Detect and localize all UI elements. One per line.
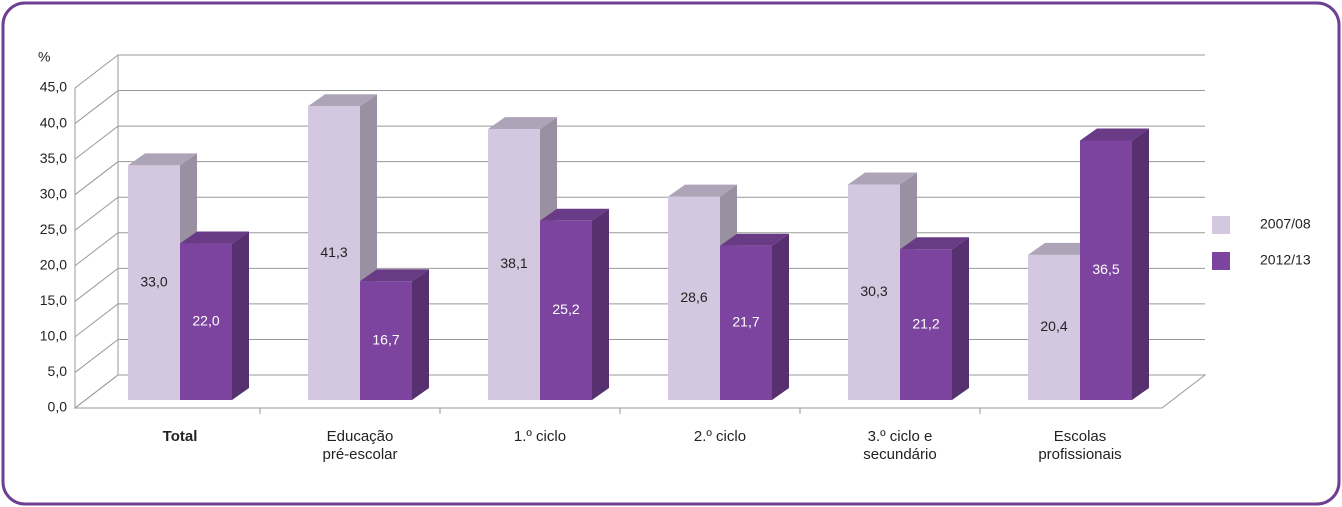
bar — [180, 231, 249, 400]
bar-side — [952, 237, 969, 400]
value-label: 33,0 — [140, 273, 167, 289]
y-axis-label: % — [38, 49, 50, 65]
value-label: 21,2 — [912, 315, 939, 331]
x-tick-label: Educação pré-escolar — [322, 428, 397, 463]
y-tick-label: 10,0 — [40, 328, 67, 344]
legend-swatch — [1212, 216, 1230, 234]
grid-line — [74, 232, 1205, 267]
bar — [360, 269, 429, 400]
x-tick-label: Escolas profissionais — [1038, 428, 1121, 463]
bar-front — [848, 184, 900, 400]
value-label: 22,0 — [192, 312, 219, 328]
legend-label: 2012/13 — [1260, 252, 1311, 268]
bar-top — [848, 172, 917, 185]
grid-line — [74, 54, 1205, 89]
value-label: 36,5 — [1092, 261, 1119, 277]
grid-line — [74, 303, 1205, 338]
y-tick-label: 5,0 — [48, 363, 68, 379]
bar-top — [1028, 242, 1097, 255]
value-label: 21,7 — [732, 314, 759, 330]
bar-side — [232, 231, 249, 400]
bar-side — [772, 233, 789, 400]
bar — [540, 208, 609, 400]
bar-side — [1132, 128, 1149, 400]
value-label: 30,3 — [860, 283, 887, 299]
bar-top — [308, 94, 377, 107]
value-label: 16,7 — [372, 331, 399, 347]
bar — [900, 237, 969, 400]
bar-top — [540, 208, 609, 221]
grid-line — [74, 196, 1205, 231]
bar-front — [128, 165, 180, 400]
bar-front — [488, 129, 540, 401]
grid-line — [74, 90, 1205, 124]
bar-front — [308, 106, 360, 401]
bar-front — [1028, 254, 1080, 400]
grid-line — [74, 374, 1205, 409]
legend-swatch — [1212, 252, 1230, 270]
grid-line — [74, 267, 1205, 302]
bar-top — [720, 233, 789, 246]
x-tick-label: 2.º ciclo — [694, 428, 746, 445]
bar-front — [720, 245, 772, 400]
bar-top — [128, 153, 197, 166]
bar — [488, 117, 557, 401]
y-tick-label: 15,0 — [40, 292, 67, 308]
value-label: 41,3 — [320, 244, 347, 260]
x-tick-label: 1.º ciclo — [514, 428, 566, 445]
bar-side — [412, 269, 429, 400]
bar-front — [668, 196, 720, 400]
value-label: 38,1 — [500, 255, 527, 271]
bar-top — [180, 231, 249, 244]
bar-front — [1080, 140, 1132, 400]
grid-line — [74, 161, 1205, 196]
y-tick-label: 20,0 — [40, 256, 67, 272]
y-tick-label: 40,0 — [40, 114, 67, 130]
bar — [1080, 128, 1149, 400]
bar-front — [900, 249, 952, 400]
value-label: 28,6 — [680, 289, 707, 305]
y-tick-label: 25,0 — [40, 221, 67, 237]
bar — [720, 233, 789, 400]
y-tick-label: 0,0 — [48, 399, 68, 415]
legend-label: 2007/08 — [1260, 216, 1311, 232]
y-tick-label: 45,0 — [40, 79, 67, 95]
bar-front — [180, 243, 232, 400]
y-tick-label: 30,0 — [40, 185, 67, 201]
x-tick-label: 3.º ciclo e secundário — [863, 428, 936, 463]
bar-side — [592, 208, 609, 400]
bar-front — [540, 220, 592, 400]
y-tick-label: 35,0 — [40, 150, 67, 166]
bar-front — [360, 281, 412, 400]
grid-line — [74, 125, 1205, 160]
bar-top — [1080, 128, 1149, 141]
bar-top — [668, 184, 737, 197]
value-label: 20,4 — [1040, 318, 1067, 334]
bar-top — [488, 117, 557, 130]
bar-top — [900, 237, 969, 250]
bar-top — [360, 269, 429, 282]
x-tick-label: Total — [163, 428, 198, 445]
value-label: 25,2 — [552, 301, 579, 317]
grid-line — [74, 338, 1205, 373]
